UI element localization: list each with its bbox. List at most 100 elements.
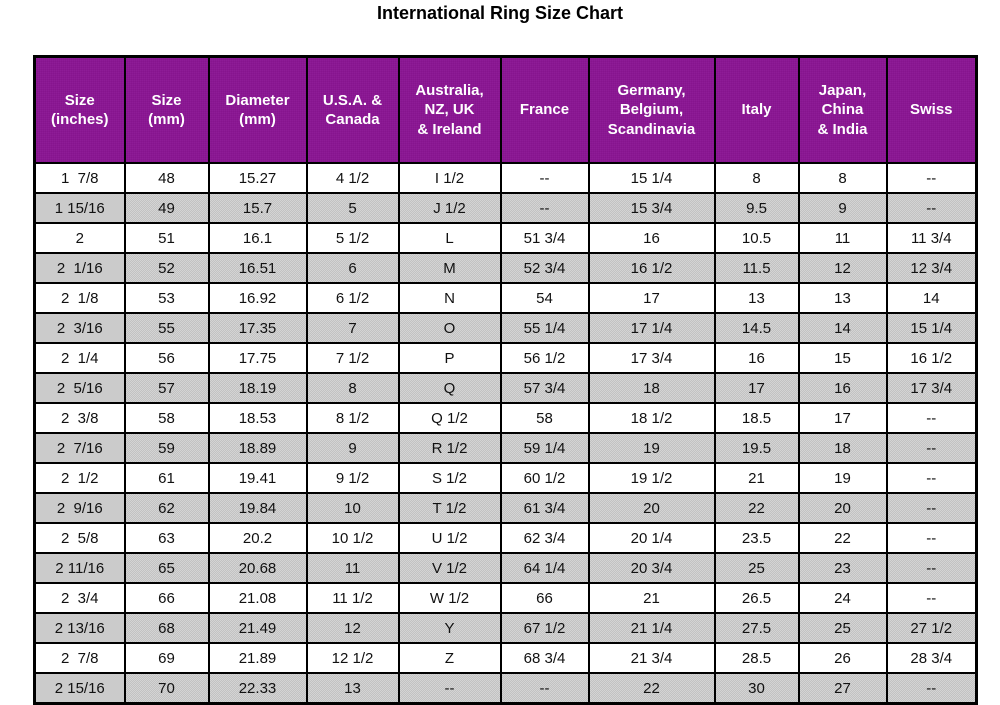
table-cell: 16.92 [207, 282, 308, 314]
table-cell: O [397, 312, 502, 344]
table-cell: 20 [797, 492, 888, 524]
table-cell: -- [499, 192, 590, 224]
table-cell: 17.75 [207, 342, 308, 374]
table-cell: 14 [885, 282, 978, 314]
table-cell: 56 [123, 342, 210, 374]
table-cell: 27 [797, 672, 888, 705]
table-cell: 68 [123, 612, 210, 644]
table-cell: 26 [797, 642, 888, 674]
table-cell: -- [885, 192, 978, 224]
table-cell: -- [885, 492, 978, 524]
header-row: Size (inches) Size (mm) Diameter (mm) U.S.A… [33, 55, 978, 164]
page-title: International Ring Size Chart [376, 3, 624, 23]
table-cell: 19.41 [207, 462, 308, 494]
table-cell: 61 [123, 462, 210, 494]
table-cell: J 1/2 [397, 192, 502, 224]
table-cell: 14.5 [713, 312, 800, 344]
table-cell: 18 [797, 432, 888, 464]
table-cell: 5 1/2 [305, 222, 400, 254]
table-cell: 17 [713, 372, 800, 404]
table-cell: 55 1/4 [499, 312, 590, 344]
table-row: 2 1/2 61 19.41 9 1/2 S 1/2 60 1/2 19 1/2 21 19 -- [33, 462, 978, 494]
table-cell: 5 [305, 192, 400, 224]
column-header: Size (inches) [33, 55, 126, 164]
table-cell: 25 [797, 612, 888, 644]
table-cell: 11.5 [713, 252, 800, 284]
table-cell: 9.5 [713, 192, 800, 224]
table-cell: 8 [713, 162, 800, 194]
table-cell: 70 [123, 672, 210, 705]
table-cell: -- [885, 522, 978, 554]
table-cell: 56 1/2 [499, 342, 590, 374]
ring-size-chart-table: Size (inches) Size (mm) Diameter (mm) U.S.A… [33, 55, 978, 705]
table-cell: 55 [123, 312, 210, 344]
table-cell: 15 3/4 [587, 192, 716, 224]
table-cell: 25 [713, 552, 800, 584]
table-cell: 2 7/16 [33, 432, 126, 464]
table-cell: S 1/2 [397, 462, 502, 494]
table-cell: 61 3/4 [499, 492, 590, 524]
table-cell: 17 [797, 402, 888, 434]
table-cell: 2 1/8 [33, 282, 126, 314]
table-cell: 69 [123, 642, 210, 674]
table-cell: 8 [797, 162, 888, 194]
table-cell: 6 [305, 252, 400, 284]
table-cell: 26.5 [713, 582, 800, 614]
table-cell: 8 [305, 372, 400, 404]
table-cell: 52 3/4 [499, 252, 590, 284]
table-cell: 12 [305, 612, 400, 644]
table-cell: 16 [797, 372, 888, 404]
table-cell: 68 3/4 [499, 642, 590, 674]
table-cell: 17 3/4 [885, 372, 978, 404]
table-cell: 19.5 [713, 432, 800, 464]
table-cell: 18 1/2 [587, 402, 716, 434]
table-cell: -- [885, 672, 978, 705]
table-cell: 59 [123, 432, 210, 464]
table-cell: 16 1/2 [885, 342, 978, 374]
table-cell: 24 [797, 582, 888, 614]
table-cell: 11 [305, 552, 400, 584]
table-cell: -- [499, 672, 590, 705]
table-cell: 53 [123, 282, 210, 314]
table-row: 2 1/16 52 16.51 6 M 52 3/4 16 1/2 11.5 12 12 3/4 [33, 252, 978, 284]
table-cell: 2 [33, 222, 126, 254]
table-row: 2 5/8 63 20.2 10 1/2 U 1/2 62 3/4 20 1/4 23.5 22… [33, 522, 978, 554]
table-row: 2 7/8 69 21.89 12 1/2 Z 68 3/4 21 3/4 28.5 26 28 … [33, 642, 978, 674]
table-cell: 51 3/4 [499, 222, 590, 254]
table-cell: 52 [123, 252, 210, 284]
table-cell: 2 7/8 [33, 642, 126, 674]
table-cell: T 1/2 [397, 492, 502, 524]
table-row: 2 3/16 55 17.35 7 O 55 1/4 17 1/4 14.5 14 15 1/4 [33, 312, 978, 344]
table-cell: 22 [587, 672, 716, 705]
column-header: Italy [713, 55, 800, 164]
table-cell: 21 [587, 582, 716, 614]
table-cell: 17 3/4 [587, 342, 716, 374]
table-cell: M [397, 252, 502, 284]
table-cell: 59 1/4 [499, 432, 590, 464]
table-cell: 11 1/2 [305, 582, 400, 614]
column-header: Australia, NZ, UK & Ireland [397, 55, 502, 164]
table-cell: 2 3/16 [33, 312, 126, 344]
table-cell: Z [397, 642, 502, 674]
table-cell: P [397, 342, 502, 374]
table-cell: 21.49 [207, 612, 308, 644]
table-cell: 23.5 [713, 522, 800, 554]
table-cell: 11 3/4 [885, 222, 978, 254]
table-cell: -- [885, 582, 978, 614]
table-cell: 9 1/2 [305, 462, 400, 494]
table-cell: 10.5 [713, 222, 800, 254]
table-cell: 58 [123, 402, 210, 434]
table-cell: V 1/2 [397, 552, 502, 584]
table-cell: 18.19 [207, 372, 308, 404]
table-cell: I 1/2 [397, 162, 502, 194]
table-row: 2 11/16 65 20.68 11 V 1/2 64 1/4 20 3/4 25 23 -- [33, 552, 978, 584]
table-cell: 20 1/4 [587, 522, 716, 554]
table-body: 1 7/8 48 15.27 4 1/2 I 1/2 -- 15 1/4 8 8 -- 1 15/1… [33, 162, 978, 705]
table-cell: W 1/2 [397, 582, 502, 614]
table-cell: 2 1/4 [33, 342, 126, 374]
table-cell: 23 [797, 552, 888, 584]
table-cell: 65 [123, 552, 210, 584]
table-cell: 2 9/16 [33, 492, 126, 524]
table-cell: 19 [587, 432, 716, 464]
table-cell: 19 1/2 [587, 462, 716, 494]
